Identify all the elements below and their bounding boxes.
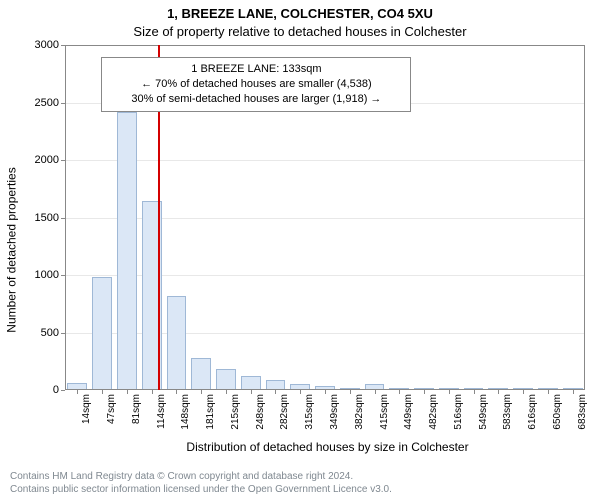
xtick-label: 616sqm	[527, 394, 538, 430]
xtick-mark	[399, 390, 400, 394]
xtick-mark	[424, 390, 425, 394]
ytick-label: 2500	[35, 97, 59, 109]
xtick-label: 415sqm	[379, 394, 390, 430]
ytick-label: 0	[53, 384, 59, 396]
xtick-label: 114sqm	[156, 394, 167, 429]
footer-line-1: Contains HM Land Registry data © Crown c…	[10, 471, 590, 484]
figure: 1, BREEZE LANE, COLCHESTER, CO4 5XU Size…	[0, 0, 600, 500]
xtick-mark	[77, 390, 78, 394]
ytick-label: 2000	[35, 154, 59, 166]
xtick-mark	[127, 390, 128, 394]
xtick-mark	[474, 390, 475, 394]
xtick-mark	[201, 390, 202, 394]
xtick-mark	[449, 390, 450, 394]
ytick-mark	[61, 218, 65, 219]
xtick-mark	[548, 390, 549, 394]
xtick-mark	[498, 390, 499, 394]
xtick-label: 47sqm	[106, 394, 117, 424]
ytick-label: 500	[41, 327, 59, 339]
sub-title: Size of property relative to detached ho…	[0, 24, 600, 39]
xtick-label: 583sqm	[502, 394, 513, 430]
annotation-title: 1 BREEZE LANE: 133sqm	[112, 62, 400, 77]
y-axis-label: Number of detached properties	[2, 0, 22, 500]
xtick-mark	[152, 390, 153, 394]
ytick-mark	[61, 275, 65, 276]
xtick-label: 650sqm	[552, 394, 563, 430]
footer-line-2: Contains public sector information licen…	[10, 484, 590, 497]
xtick-label: 248sqm	[255, 394, 266, 430]
xtick-label: 349sqm	[329, 394, 340, 430]
x-axis-label: Distribution of detached houses by size …	[65, 440, 590, 454]
xtick-mark	[275, 390, 276, 394]
ytick-label: 1500	[35, 212, 59, 224]
ytick-mark	[61, 103, 65, 104]
xtick-label: 81sqm	[131, 394, 142, 424]
xtick-mark	[325, 390, 326, 394]
xtick-mark	[300, 390, 301, 394]
super-title: 1, BREEZE LANE, COLCHESTER, CO4 5XU	[0, 6, 600, 21]
xtick-label: 516sqm	[453, 394, 464, 430]
ytick-mark	[61, 45, 65, 46]
xtick-label: 148sqm	[180, 394, 191, 430]
xtick-label: 683sqm	[577, 394, 588, 430]
xtick-label: 282sqm	[279, 394, 290, 430]
ytick-mark	[61, 390, 65, 391]
xtick-label: 315sqm	[304, 394, 315, 430]
xtick-mark	[251, 390, 252, 394]
ytick-mark	[61, 160, 65, 161]
annotation-line-1: ← 70% of detached houses are smaller (4,…	[112, 77, 400, 92]
xtick-mark	[375, 390, 376, 394]
xtick-label: 549sqm	[478, 394, 489, 430]
xtick-label: 181sqm	[205, 394, 216, 430]
xtick-mark	[573, 390, 574, 394]
ytick-mark	[61, 333, 65, 334]
xtick-mark	[176, 390, 177, 394]
xtick-mark	[523, 390, 524, 394]
xtick-mark	[350, 390, 351, 394]
xtick-label: 382sqm	[354, 394, 365, 430]
xtick-mark	[102, 390, 103, 394]
xtick-mark	[226, 390, 227, 394]
xtick-label: 482sqm	[428, 394, 439, 430]
annotation-box: 1 BREEZE LANE: 133sqm← 70% of detached h…	[101, 57, 411, 112]
ytick-label: 3000	[35, 39, 59, 51]
plot-area: 05001000150020002500300014sqm47sqm81sqm1…	[65, 45, 585, 390]
ytick-label: 1000	[35, 269, 59, 281]
xtick-label: 449sqm	[403, 394, 414, 430]
xtick-label: 14sqm	[81, 394, 92, 424]
xtick-label: 215sqm	[230, 394, 241, 430]
annotation-line-2: 30% of semi-detached houses are larger (…	[112, 92, 400, 107]
footer: Contains HM Land Registry data © Crown c…	[10, 471, 590, 496]
